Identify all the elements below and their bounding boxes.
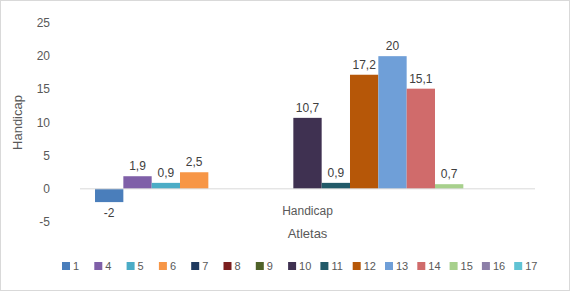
bar xyxy=(180,172,208,189)
legend-swatch xyxy=(191,262,199,270)
y-tick-label: -5 xyxy=(39,215,50,229)
legend-swatch xyxy=(450,262,458,270)
data-label: 17,2 xyxy=(352,58,376,72)
y-tick-label: 15 xyxy=(37,82,51,96)
legend-swatch xyxy=(482,262,490,270)
y-tick-label: 20 xyxy=(37,49,51,63)
legend-label: 14 xyxy=(428,260,440,272)
legend-label: 10 xyxy=(299,260,311,272)
legend-swatch xyxy=(159,262,167,270)
y-tick xyxy=(76,23,80,24)
data-label: 1,9 xyxy=(129,159,146,173)
legend-label: 9 xyxy=(267,260,273,272)
legend-swatch xyxy=(514,262,522,270)
legend-swatch xyxy=(127,262,135,270)
bar xyxy=(152,183,180,189)
data-label: 2,5 xyxy=(186,155,203,169)
data-label: -2 xyxy=(104,206,115,220)
data-label: 10,7 xyxy=(296,101,320,115)
legend-swatch xyxy=(224,262,232,270)
bar xyxy=(95,189,123,202)
legend-label: 17 xyxy=(525,260,537,272)
zero-axis xyxy=(80,188,535,189)
data-label: 0,9 xyxy=(157,166,174,180)
data-label: 0,9 xyxy=(327,166,344,180)
bar xyxy=(407,89,435,189)
bar xyxy=(293,118,321,189)
y-tick-label: 25 xyxy=(37,16,51,30)
legend-swatch xyxy=(288,262,296,270)
legend-label: 1 xyxy=(73,260,79,272)
legend-label: 11 xyxy=(331,260,342,272)
y-tick xyxy=(76,56,80,57)
legend-swatch xyxy=(256,262,264,270)
y-tick xyxy=(76,155,80,156)
y-axis-title: Handicap xyxy=(10,95,25,150)
y-tick-label: 5 xyxy=(43,149,50,163)
legend-label: 7 xyxy=(202,260,208,272)
bars xyxy=(95,56,463,202)
legend-swatch xyxy=(417,262,425,270)
legend-label: 16 xyxy=(493,260,505,272)
bar xyxy=(378,56,406,189)
legend-label: 6 xyxy=(170,260,176,272)
data-label: 0,7 xyxy=(441,167,458,181)
bar xyxy=(322,183,350,189)
legend-label: 13 xyxy=(396,260,408,272)
legend-label: 4 xyxy=(105,260,111,272)
y-tick-label: 0 xyxy=(43,182,50,196)
bar xyxy=(435,184,463,189)
legend-label: 5 xyxy=(138,260,144,272)
chart: -50510152025-21,90,92,510,70,917,22015,1… xyxy=(0,0,570,291)
bar xyxy=(123,176,151,189)
legend-swatch xyxy=(94,262,102,270)
data-label: 20 xyxy=(386,39,400,53)
legend-label: 15 xyxy=(461,260,473,272)
legend-label: 12 xyxy=(364,260,376,272)
y-tick xyxy=(76,89,80,90)
legend: 14567891011121314151617 xyxy=(62,260,537,272)
y-tick xyxy=(76,188,80,189)
chart-frame xyxy=(1,1,570,291)
data-label: 15,1 xyxy=(409,72,433,86)
bar xyxy=(350,75,378,189)
y-tick xyxy=(76,222,80,223)
legend-label: 8 xyxy=(235,260,241,272)
x-tick-label: Handicap xyxy=(282,204,333,218)
y-tick xyxy=(76,122,80,123)
legend-swatch xyxy=(385,262,393,270)
legend-swatch xyxy=(353,262,361,270)
x-axis-title: Atletas xyxy=(288,226,328,241)
legend-swatch xyxy=(320,262,328,270)
y-tick-label: 10 xyxy=(37,116,51,130)
legend-swatch xyxy=(62,262,70,270)
